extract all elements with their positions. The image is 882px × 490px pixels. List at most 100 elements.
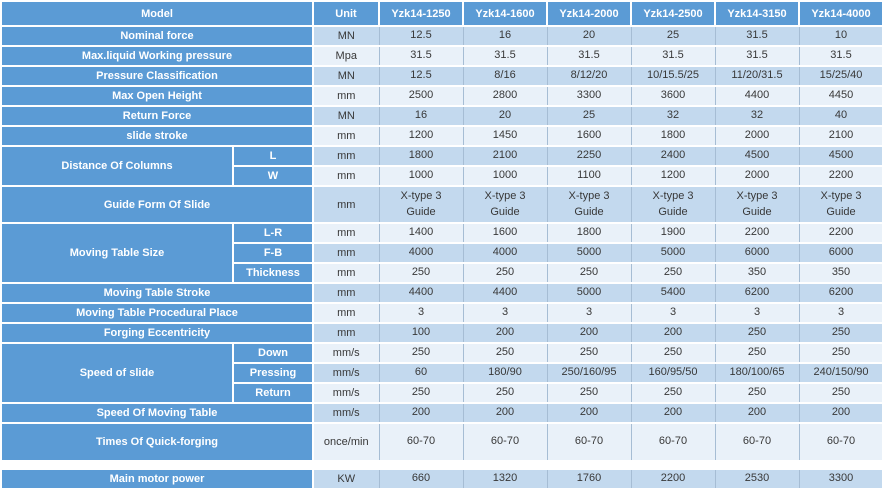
row-label: Pressure Classification <box>0 65 314 87</box>
value-cell: 5400 <box>630 282 716 304</box>
header-model-name: Yzk14-1600 <box>462 0 548 27</box>
value-cell: 250 <box>546 262 632 284</box>
value-cell: 250 <box>714 322 800 344</box>
table-row: Max Open Height mm 2500 2800 3300 3600 4400 445… <box>0 85 882 107</box>
spacer-row <box>1 461 882 469</box>
table-row: Return mm/s 250 250 250 250 250 250 <box>1 382 882 404</box>
value-cell: 350 <box>798 262 882 284</box>
value-cell: 4400 <box>714 85 800 107</box>
row-unit: mm/s <box>312 402 380 424</box>
value-cell: 2800 <box>462 85 548 107</box>
value-cell: 1000 <box>378 165 464 187</box>
value-cell: 2530 <box>714 468 800 490</box>
value-cell: 60-70 <box>546 422 632 462</box>
row-unit: MN <box>312 105 380 127</box>
row-unit: mm <box>312 322 380 344</box>
value-cell: 31.5 <box>546 45 632 67</box>
value-cell: 2200 <box>798 165 882 187</box>
value-cell: 3 <box>714 302 800 324</box>
value-cell: 250 <box>714 342 800 364</box>
value-cell: 5000 <box>546 242 632 264</box>
row-sub-label: W <box>232 165 314 187</box>
value-cell: X-type 3 Guide <box>378 185 464 224</box>
value-cell: 60-70 <box>378 422 464 462</box>
value-cell: 5000 <box>546 282 632 304</box>
value-cell: 240/150/90 <box>798 362 882 384</box>
value-cell: 1900 <box>630 222 716 244</box>
row-label: slide stroke <box>0 125 314 147</box>
value-cell: 1800 <box>630 125 716 147</box>
value-cell: 3 <box>798 302 882 324</box>
row-unit: mm <box>312 85 380 107</box>
value-cell: 180/90 <box>462 362 548 384</box>
value-cell: 3 <box>546 302 632 324</box>
value-cell: 1200 <box>378 125 464 147</box>
header-model-name: Yzk14-2500 <box>630 0 716 27</box>
row-unit: once/min <box>312 422 380 462</box>
value-cell: 2000 <box>714 125 800 147</box>
value-cell: 1600 <box>462 222 548 244</box>
value-cell: 16 <box>378 105 464 127</box>
value-cell: 3 <box>378 302 464 324</box>
value-cell: 60-70 <box>714 422 800 462</box>
row-label: Moving Table Procedural Place <box>0 302 314 324</box>
value-cell: 4400 <box>378 282 464 304</box>
row-unit: mm <box>312 242 380 264</box>
value-cell: 6000 <box>798 242 882 264</box>
row-unit: mm <box>312 262 380 284</box>
value-cell: 1000 <box>462 165 548 187</box>
row-label: Times Of Quick-forging <box>0 422 314 462</box>
value-cell: 12.5 <box>378 25 464 47</box>
value-cell: 1100 <box>546 165 632 187</box>
value-cell: 1800 <box>378 145 464 167</box>
row-sub-label: Down <box>232 342 314 364</box>
value-cell: 250 <box>714 382 800 404</box>
table-row: Nominal force MN 12.5 16 20 25 31.5 10 <box>0 25 882 47</box>
table-row: Forging Eccentricity mm 100 200 200 200 250 250 <box>0 322 882 344</box>
row-label: Return Force <box>0 105 314 127</box>
value-cell: 250/160/95 <box>546 362 632 384</box>
table-row: Thickness mm 250 250 250 250 350 350 <box>1 262 882 284</box>
value-cell: 200 <box>630 402 716 424</box>
row-label: Moving Table Stroke <box>0 282 314 304</box>
row-unit: MN <box>312 65 380 87</box>
value-cell: 250 <box>630 262 716 284</box>
value-cell: 6000 <box>714 242 800 264</box>
value-cell: 3 <box>462 302 548 324</box>
table-row: Speed Of Moving Table mm/s 200 200 200 200 200… <box>0 402 882 424</box>
row-unit: mm <box>312 185 380 224</box>
value-cell: 1400 <box>378 222 464 244</box>
value-cell: 1320 <box>462 468 548 490</box>
value-cell: 12.5 <box>378 65 464 87</box>
table-header: Model Unit Yzk14-1250 Yzk14-1600 Yzk14-2000 Y… <box>0 0 882 27</box>
header-unit: Unit <box>312 0 380 27</box>
row-label: Speed Of Moving Table <box>0 402 314 424</box>
value-cell: 60-70 <box>462 422 548 462</box>
value-cell: 60-70 <box>798 422 882 462</box>
value-cell: 250 <box>798 382 882 404</box>
value-cell: 3600 <box>630 85 716 107</box>
row-label: Main motor power <box>0 468 314 490</box>
header-model: Model <box>0 0 314 27</box>
table-row: Moving Table Procedural Place mm 3 3 3 3 3 3 <box>0 302 882 324</box>
value-cell: 250 <box>546 382 632 404</box>
table-row: F-B mm 4000 4000 5000 5000 6000 6000 <box>1 242 882 264</box>
value-cell: 2100 <box>462 145 548 167</box>
header-model-name: Yzk14-1250 <box>378 0 464 27</box>
value-cell: 350 <box>714 262 800 284</box>
value-cell: 660 <box>378 468 464 490</box>
row-sub-label: Thickness <box>232 262 314 284</box>
table-row: Pressure Classification MN 12.5 8/16 8/12/20… <box>0 65 882 87</box>
value-cell: 2200 <box>714 222 800 244</box>
row-sub-label: F-B <box>232 242 314 264</box>
row-sub-label: L <box>232 145 314 167</box>
value-cell: 32 <box>630 105 716 127</box>
value-cell: 4500 <box>714 145 800 167</box>
value-cell: 3300 <box>546 85 632 107</box>
value-cell: 200 <box>378 402 464 424</box>
value-cell: 31.5 <box>798 45 882 67</box>
value-cell: 250 <box>462 342 548 364</box>
value-cell: 1600 <box>546 125 632 147</box>
value-cell: 40 <box>798 105 882 127</box>
value-cell: 250 <box>378 342 464 364</box>
